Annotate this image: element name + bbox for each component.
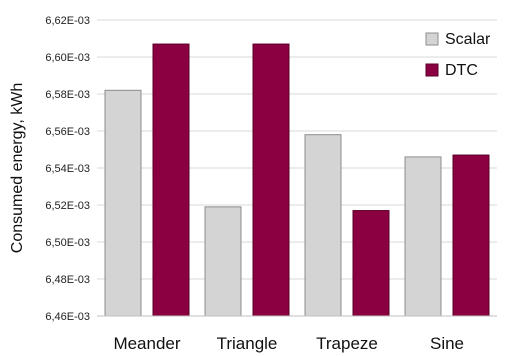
bar-dtc-meander bbox=[152, 43, 190, 317]
bars bbox=[104, 43, 490, 317]
x-category-label: Trapeze bbox=[316, 334, 378, 353]
bar-scalar-triangle bbox=[204, 206, 242, 317]
y-axis-tick-labels: 6,46E-03 6,48E-03 6,50E-03 6,52E-03 6,54E-03… bbox=[45, 15, 90, 323]
x-category-label: Triangle bbox=[217, 334, 278, 353]
y-tick-label: 6,56E-03 bbox=[45, 126, 90, 138]
bar-dtc-trapeze bbox=[352, 210, 390, 317]
legend-label-scalar: Scalar bbox=[445, 31, 491, 48]
legend: Scalar DTC bbox=[425, 31, 491, 79]
y-tick-label: 6,46E-03 bbox=[45, 311, 90, 323]
y-tick-label: 6,62E-03 bbox=[45, 15, 90, 27]
bar-dtc-sine bbox=[452, 154, 490, 317]
y-tick-label: 6,50E-03 bbox=[45, 237, 90, 249]
bar-dtc-triangle bbox=[252, 43, 290, 317]
legend-swatch-dtc bbox=[425, 63, 439, 77]
x-category-label: Sine bbox=[430, 334, 464, 353]
legend-swatch-scalar bbox=[425, 32, 439, 46]
y-axis-title: Consumed energy, kWh bbox=[9, 83, 26, 253]
y-tick-label: 6,60E-03 bbox=[45, 52, 90, 64]
y-tick-label: 6,52E-03 bbox=[45, 200, 90, 212]
y-tick-label: 6,58E-03 bbox=[45, 89, 90, 101]
x-category-label: Meander bbox=[113, 334, 180, 353]
bar-scalar-meander bbox=[104, 89, 142, 317]
legend-label-dtc: DTC bbox=[445, 62, 478, 79]
bar-scalar-sine bbox=[404, 156, 442, 317]
y-tick-label: 6,48E-03 bbox=[45, 274, 90, 286]
x-axis-category-labels: Meander Triangle Trapeze Sine bbox=[113, 334, 464, 353]
bar-scalar-trapeze bbox=[304, 134, 342, 317]
y-tick-label: 6,54E-03 bbox=[45, 163, 90, 175]
